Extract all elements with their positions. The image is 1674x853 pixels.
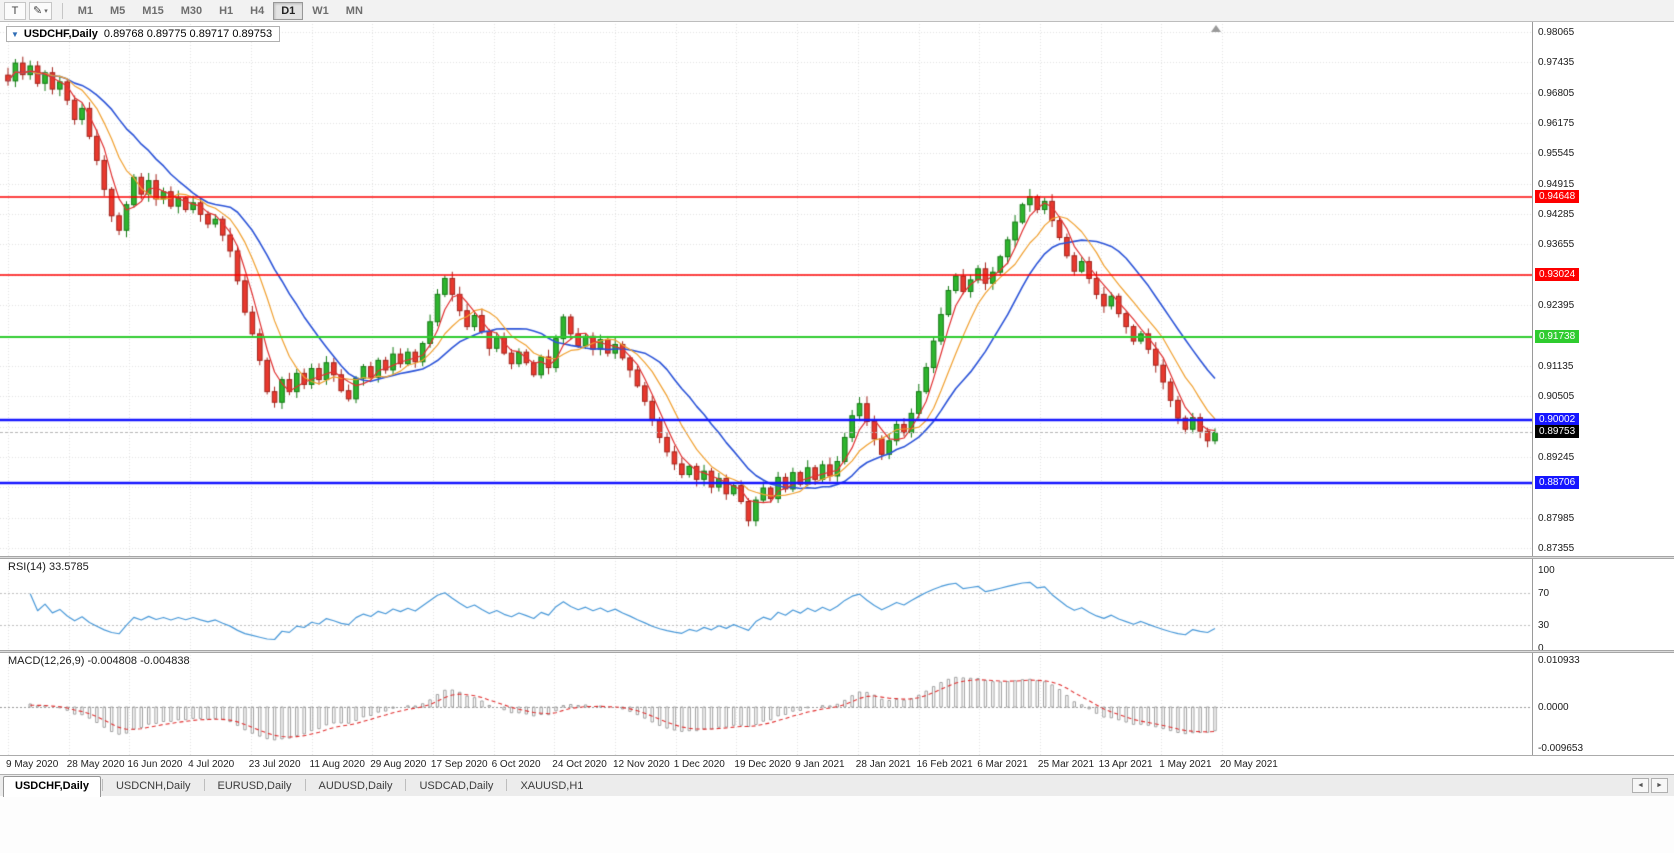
time-axis-label: 11 Aug 2020: [309, 759, 365, 770]
chevron-down-icon: ▾: [44, 7, 48, 15]
time-axis-label: 9 Jan 2021: [795, 759, 845, 770]
rsi-axis-tick: 70: [1538, 588, 1550, 600]
tab-separator: [304, 779, 306, 791]
price-label-support-2: 0.88706: [1535, 475, 1580, 489]
timeframe-buttons: M1 M5 M15 M30 H1 H4 D1 W1 MN: [70, 1, 372, 20]
tab-scroll-right-button[interactable]: ►: [1651, 778, 1668, 793]
price-axis-tick: 0.90505: [1538, 391, 1575, 403]
price-axis[interactable]: 0.98065 0.97435 0.96805 0.96175 0.95545 0.949…: [1532, 22, 1674, 755]
price-axis-tick: 0.89245: [1538, 451, 1575, 463]
time-axis-label: 6 Oct 2020: [491, 759, 541, 770]
time-axis-label: 23 Jul 2020: [248, 759, 301, 770]
line-tools-button[interactable]: ✎ ▾: [29, 1, 52, 20]
chart-ohlc: 0.89768 0.89775 0.89717 0.89753: [103, 28, 273, 40]
price-label-resistance-2: 0.93024: [1535, 267, 1580, 281]
price-axis-tick: 0.94915: [1538, 178, 1575, 190]
time-axis-label: 13 Apr 2021: [1098, 759, 1153, 770]
time-axis-label: 17 Sep 2020: [430, 759, 488, 770]
price-label-current-price: 0.89753: [1535, 425, 1580, 439]
price-axis-tick: 0.91135: [1538, 360, 1574, 372]
price-axis-tick: 0.87355: [1538, 543, 1575, 554]
timeframe-button-d1[interactable]: D1: [273, 1, 304, 20]
timeframe-button-m1[interactable]: M1: [77, 4, 94, 17]
timeframe-button-m30[interactable]: M30: [180, 4, 203, 17]
macd-axis-tick: 0.0000: [1538, 702, 1569, 713]
time-axis-label: 12 Nov 2020: [613, 759, 670, 770]
rsi-axis-tick: 100: [1538, 565, 1555, 576]
macd-axis-tick: -0.009653: [1538, 743, 1584, 755]
macd-label: MACD(12,26,9) -0.004808 -0.004838: [8, 655, 190, 667]
rsi-label: RSI(14) 33.5785: [8, 561, 89, 573]
tab-separator: [101, 779, 103, 791]
time-axis-label: 20 May 2021: [1220, 759, 1278, 770]
tab-separator: [506, 779, 508, 791]
price-label-resistance-1: 0.94648: [1535, 189, 1580, 203]
time-axis-label: 16 Jun 2020: [127, 759, 183, 770]
chart-window: ▼ USDCHF,Daily 0.89768 0.89775 0.89717 0…: [0, 22, 1674, 774]
tab-scroll-buttons: ◄ ►: [1632, 778, 1674, 796]
time-axis-label: 6 Mar 2021: [977, 759, 1028, 770]
time-axis-label: 28 Jan 2021: [855, 759, 911, 770]
tab-usdchf-daily[interactable]: USDCHF,Daily: [3, 776, 101, 797]
rsi-axis-tick: 30: [1538, 619, 1550, 631]
time-axis[interactable]: 9 May 2020 28 May 2020 16 Jun 2020 4 Jul 20…: [0, 755, 1674, 774]
time-axis-label: 4 Jul 2020: [188, 759, 235, 770]
price-axis-tick: 0.92395: [1538, 300, 1575, 312]
time-axis-label: 28 May 2020: [66, 759, 125, 770]
time-axis-label: 19 Dec 2020: [734, 759, 792, 770]
price-axis-tick: 0.94285: [1538, 209, 1575, 221]
tab-separator: [405, 779, 407, 791]
tab-usdcad-daily[interactable]: USDCAD,Daily: [419, 780, 494, 792]
price-axis-tick: 0.93655: [1538, 239, 1575, 251]
price-axis-tick: 0.96805: [1538, 87, 1575, 99]
chart-canvas[interactable]: [0, 22, 1532, 755]
chart-tabs-bar: USDCHF,Daily USDCNH,Daily EURUSD,Daily AUDU…: [0, 774, 1674, 797]
window-bottom: [0, 796, 1674, 853]
tab-usdcnh-daily[interactable]: USDCNH,Daily: [115, 780, 191, 792]
pane-splitter-rsi[interactable]: [0, 556, 1674, 559]
price-label-support-1: 0.90002: [1535, 413, 1580, 427]
top-toolbar: T ✎ ▾ M1 M5 M15 M30 H1 H4 D1 W1 MN: [0, 0, 1674, 22]
macd-axis-tick: 0.010933: [1538, 654, 1580, 666]
price-axis-tick: 0.97435: [1538, 57, 1575, 69]
tab-audusd-daily[interactable]: AUDUSD,Daily: [318, 780, 393, 792]
chart-title: USDCHF,Daily: [23, 28, 98, 40]
price-label-pivot-line: 0.91738: [1535, 329, 1580, 343]
timeframe-button-w1[interactable]: W1: [312, 4, 329, 17]
tab-separator: [203, 779, 205, 791]
text-tool-icon: T: [11, 4, 19, 17]
time-axis-label: 29 Aug 2020: [370, 759, 427, 770]
tab-scroll-left-button[interactable]: ◄: [1632, 778, 1649, 793]
toolbar-separator: [61, 2, 63, 19]
price-axis-tick: 0.96175: [1538, 118, 1575, 130]
price-axis-tick: 0.98065: [1538, 27, 1575, 38]
timeframe-button-h1[interactable]: H1: [219, 4, 234, 17]
tab-eurusd-daily[interactable]: EURUSD,Daily: [217, 780, 292, 792]
text-tool-button[interactable]: T: [4, 1, 26, 20]
time-axis-label: 9 May 2020: [6, 759, 59, 770]
time-axis-label: 24 Oct 2020: [552, 759, 607, 770]
pane-splitter-macd[interactable]: [0, 650, 1674, 653]
price-axis-tick: 0.95545: [1538, 148, 1575, 160]
time-axis-label: 25 Mar 2021: [1037, 759, 1095, 770]
quick-trade-arrow-icon[interactable]: ▼: [11, 29, 19, 39]
rsi-axis-tick: 0: [1538, 643, 1544, 654]
chart-title-box: ▼ USDCHF,Daily 0.89768 0.89775 0.89717 0…: [6, 26, 281, 42]
pencil-icon: ✎: [33, 5, 43, 17]
price-pane[interactable]: [0, 24, 1532, 556]
timeframe-button-m15[interactable]: M15: [142, 4, 164, 17]
time-axis-label: 1 May 2021: [1159, 759, 1212, 770]
macd-pane[interactable]: [0, 652, 1532, 755]
time-axis-label: 1 Dec 2020: [673, 759, 725, 770]
timeframe-button-m5[interactable]: M5: [110, 4, 126, 17]
timeframe-button-h4[interactable]: H4: [250, 4, 265, 17]
tab-xauusd-h1[interactable]: XAUUSD,H1: [520, 780, 584, 792]
rsi-pane[interactable]: [0, 558, 1532, 650]
time-axis-label: 16 Feb 2021: [916, 759, 973, 770]
price-axis-tick: 0.87985: [1538, 512, 1575, 524]
timeframe-button-mn[interactable]: MN: [345, 4, 363, 17]
